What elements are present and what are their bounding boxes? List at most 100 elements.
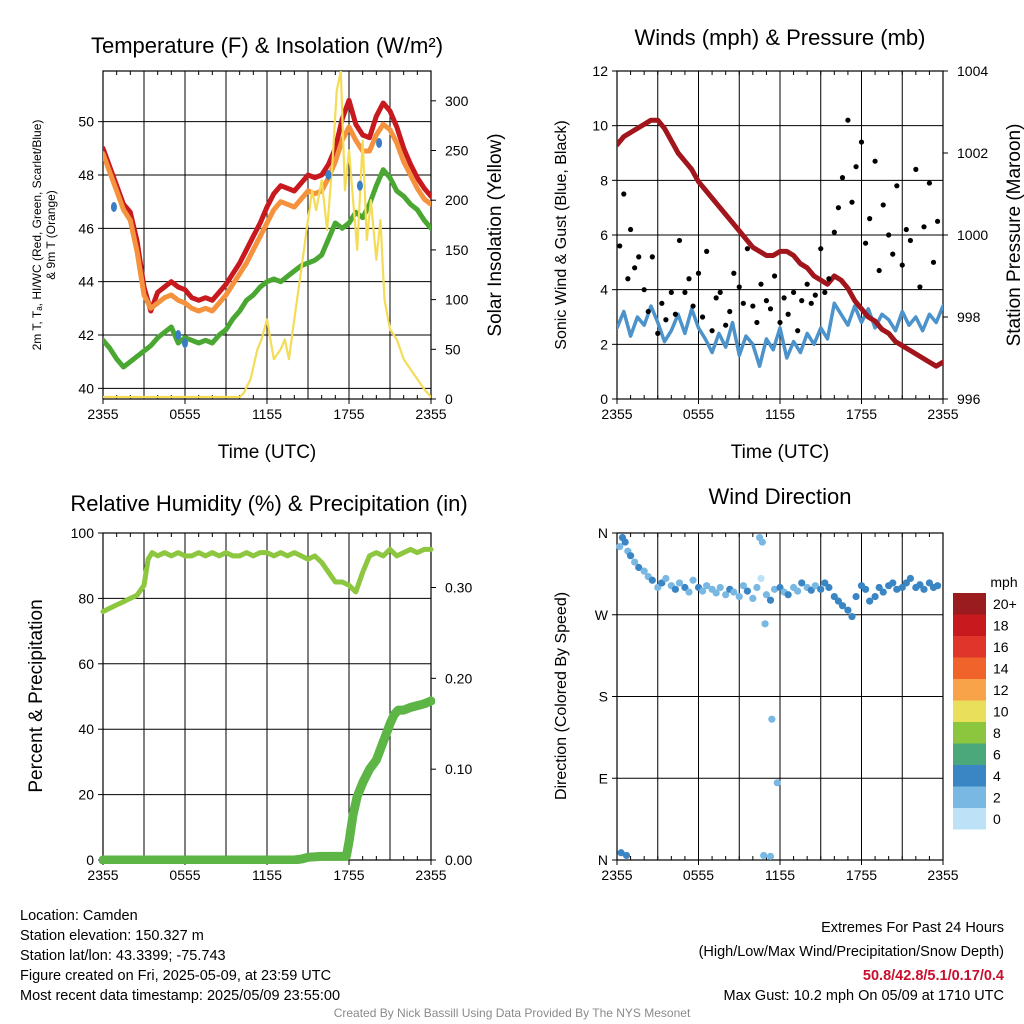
legend-swatch (953, 700, 986, 722)
direction-point (622, 851, 631, 860)
gust-point (763, 298, 770, 304)
y-axis-label: Percent & Precipitation (26, 599, 47, 792)
y2-tick-label: 0.20 (445, 670, 472, 686)
direction-point (852, 592, 860, 601)
gust-point (636, 254, 642, 260)
direction-point (616, 543, 624, 551)
x-tick-label: 2355 (87, 867, 118, 883)
gust-point (930, 259, 937, 265)
direction-point (844, 606, 852, 614)
legend-swatch (953, 786, 986, 808)
direction-point (621, 538, 629, 546)
x-tick-label: 2355 (927, 406, 958, 422)
y2-tick-label: 0.00 (445, 852, 472, 868)
gust-point (621, 191, 627, 197)
gust-point (862, 240, 869, 246)
humidity-panel: 2355 0555 1155 1755 23550204060801000.000.10… (26, 491, 472, 883)
direction-point (730, 588, 738, 596)
x-tick-label: 0555 (683, 867, 714, 883)
direction-point (703, 582, 711, 590)
gust-point (876, 267, 882, 274)
gust-point (777, 319, 783, 326)
direction-point (766, 596, 775, 604)
y-axis-label: Sonic Wind & Gust (Blue, Black) (553, 120, 570, 349)
credit-line: Created By Nick Bassill Using Data Provi… (333, 1006, 691, 1020)
y2-tick-label: 1004 (957, 63, 988, 79)
x-tick-label: 2355 (415, 406, 446, 422)
direction-point (773, 779, 781, 787)
y-tick-label: 2 (600, 336, 608, 352)
points-group (616, 533, 942, 860)
gust-point (663, 317, 669, 323)
legend-label: 20+ (993, 596, 1017, 612)
gust-point (771, 273, 778, 279)
direction-point (761, 620, 769, 628)
y2-tick-label: 996 (957, 391, 981, 407)
gust-point (858, 139, 865, 145)
y2-tick-label: 300 (445, 93, 469, 109)
y-tick-label: E (599, 770, 608, 786)
series-group (617, 117, 943, 369)
y-tick-label: N (598, 852, 608, 868)
direction-point (749, 594, 757, 603)
gust-point (890, 251, 896, 257)
x-tick-label: 1755 (846, 867, 877, 883)
direction-point (631, 558, 639, 566)
direction-point (626, 552, 635, 560)
legend-swatch (953, 593, 986, 615)
direction-point (920, 585, 928, 593)
direction-point (757, 574, 765, 583)
legend-label: 12 (993, 682, 1009, 698)
y-tick-label: 42 (78, 327, 94, 343)
direction-point (762, 591, 771, 599)
series-line-dewpoint (103, 167, 431, 370)
direction-point (640, 567, 648, 575)
station-location: Location: Camden (20, 908, 138, 924)
x-tick-label: 2355 (87, 406, 118, 422)
direction-point (866, 597, 874, 605)
direction-point (760, 851, 768, 860)
extremes-values: 50.8/42.8/5.1/0.17/0.4 (862, 968, 1004, 984)
gust-point (804, 281, 810, 287)
gust-point (736, 284, 742, 290)
legend-swatch (953, 743, 986, 765)
gust-point (731, 270, 737, 276)
y-tick-label: 4 (600, 282, 608, 298)
gust-point (767, 306, 774, 312)
y-axis-label: 2m T, Tₐ, HI/WC (Red, Green, Scarlet/Blu… (30, 120, 44, 351)
wind-chill-mark (325, 170, 332, 180)
series-line-relative-humidity (100, 546, 434, 614)
gust-point (926, 180, 933, 186)
direction-point (635, 563, 643, 572)
direction-point (671, 585, 680, 593)
legend-swatch (953, 636, 986, 658)
wind-chill-mark (376, 138, 383, 148)
x-tick-label: 1155 (765, 406, 795, 422)
station-latlon: Station lat/lon: 43.3399; -75.743 (20, 948, 226, 964)
y-tick-label: 0 (600, 391, 608, 407)
gust-point (699, 314, 706, 320)
direction-point (768, 715, 776, 723)
gust-point (659, 300, 665, 306)
gust-point (704, 248, 710, 254)
gust-point (799, 298, 805, 304)
wind-chill-mark (175, 330, 182, 340)
y-tick-label: 12 (592, 63, 608, 79)
extremes-subtitle: (High/Low/Max Wind/Precipitation/Snow De… (698, 944, 1004, 960)
gust-point (899, 262, 905, 268)
x-tick-label: 1155 (765, 867, 795, 883)
gust-point (627, 226, 634, 233)
y-tick-label: 60 (78, 656, 94, 672)
gust-point (754, 319, 760, 326)
y-tick-label: 80 (78, 590, 94, 606)
gust-point (676, 237, 683, 244)
gust-point (649, 254, 655, 260)
gust-point (686, 276, 692, 282)
legend-label: 6 (993, 747, 1001, 763)
gust-point (781, 295, 787, 301)
legend-swatch (953, 765, 986, 787)
gust-point (790, 289, 797, 295)
station-elevation: Station elevation: 150.327 m (20, 928, 204, 944)
figure-created: Figure created on Fri, 2025-05-09, at 23… (20, 968, 332, 984)
y-axis-label: Direction (Colored By Speed) (553, 592, 570, 800)
